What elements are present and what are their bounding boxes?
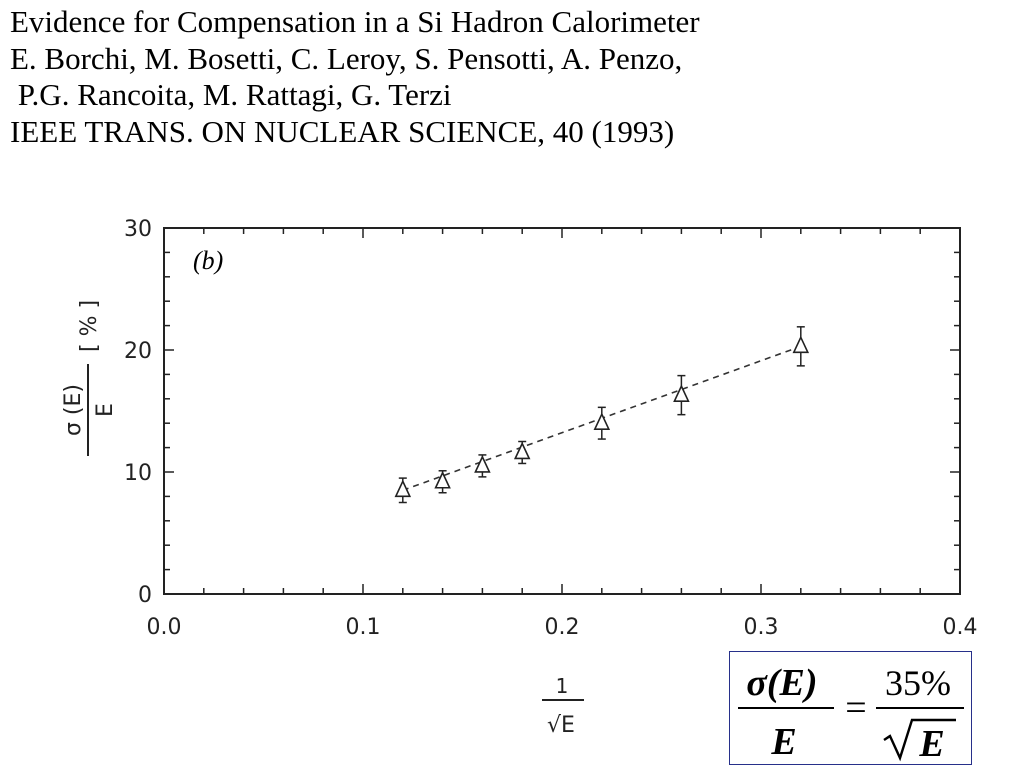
formula-svg: σ(E) E = 35% E xyxy=(738,662,964,765)
data-point xyxy=(513,440,531,465)
y-tick-label: 10 xyxy=(124,461,152,486)
resolution-formula: σ(E) E = 35% E xyxy=(729,651,972,765)
formula-equals: = xyxy=(845,687,866,729)
triangle-marker xyxy=(434,470,451,489)
x-tick-label: 0.3 xyxy=(744,615,779,640)
formula-rhs-denominator: E xyxy=(918,723,944,765)
formula-lhs-denominator: E xyxy=(770,721,796,763)
data-point xyxy=(792,326,810,367)
x-tick-label: 0.2 xyxy=(545,615,580,640)
triangle-marker xyxy=(394,479,412,498)
header: Evidence for Compensation in a Si Hadron… xyxy=(10,4,700,150)
data-point xyxy=(434,470,451,494)
triangle-marker xyxy=(673,384,690,402)
y-label-numerator: σ (E) xyxy=(61,384,86,436)
formula-rhs-numerator: 35% xyxy=(885,663,951,703)
triangle-marker xyxy=(474,455,491,473)
journal-reference: IEEE TRANS. ON NUCLEAR SCIENCE, 40 (1993… xyxy=(10,113,675,149)
data-point xyxy=(673,374,690,416)
x-axis-label: 1 √E xyxy=(542,674,584,738)
x-label-numerator: 1 xyxy=(556,674,569,698)
x-tick-label: 0.1 xyxy=(346,615,381,640)
y-tick-label: 0 xyxy=(138,583,152,608)
y-label-unit: [ % ] xyxy=(77,300,102,352)
sqrt-icon xyxy=(883,718,956,762)
triangle-marker xyxy=(513,441,531,460)
y-axis-label: σ (E) E [ % ] xyxy=(61,300,118,456)
panel-label: (b) xyxy=(193,246,223,275)
y-tick-labels: 0 10 20 30 xyxy=(124,217,152,608)
y-tick-label: 20 xyxy=(124,339,152,364)
paper-title: Evidence for Compensation in a Si Hadron… xyxy=(10,4,700,39)
data-point xyxy=(474,454,491,478)
axis-ticks xyxy=(163,227,961,595)
x-tick-label: 0.4 xyxy=(943,615,978,640)
authors-line-1: E. Borchi, M. Bosetti, C. Leroy, S. Pens… xyxy=(10,40,683,76)
x-label-denominator: √E xyxy=(547,713,575,738)
x-tick-labels: 0.0 0.1 0.2 0.3 0.4 xyxy=(147,615,978,640)
plot-frame xyxy=(163,227,961,595)
data-points xyxy=(394,326,810,504)
formula-lhs-numerator: σ(E) xyxy=(746,662,817,704)
triangle-marker xyxy=(593,412,611,431)
y-tick-label: 30 xyxy=(124,217,152,242)
x-tick-label: 0.0 xyxy=(147,615,182,640)
data-point xyxy=(593,406,611,440)
triangle-marker xyxy=(792,335,810,354)
data-point xyxy=(394,477,412,504)
y-label-denominator: E xyxy=(93,403,118,417)
authors-line-2: P.G. Rancoita, M. Rattagi, G. Terzi xyxy=(10,77,452,112)
